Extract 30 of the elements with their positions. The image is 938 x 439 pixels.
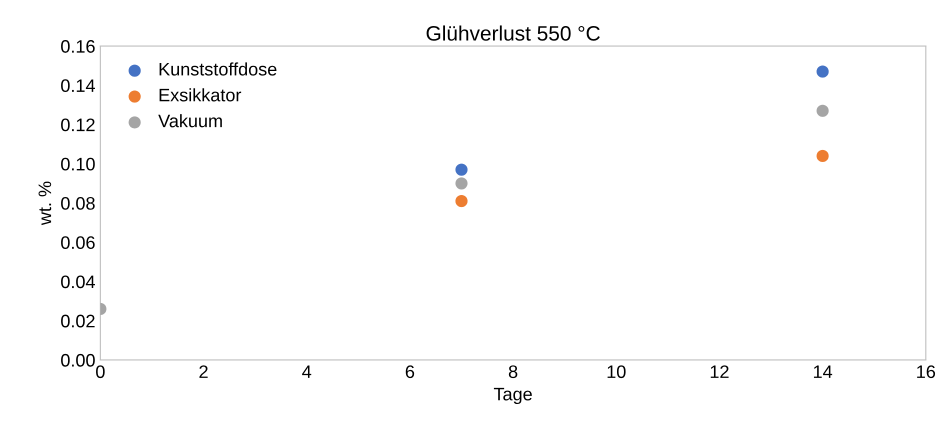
- x-axis-title: Tage: [494, 388, 532, 404]
- x-tick-label: 12: [710, 365, 729, 378]
- chart-title: Glühverlust 550 °C: [426, 25, 600, 41]
- y-tick-label: 0.10: [61, 158, 95, 171]
- x-tick-label: 0: [96, 365, 105, 378]
- x-tick-label: 10: [608, 365, 626, 378]
- y-tick-label: 0.16: [61, 40, 95, 53]
- y-tick-label: 0.14: [61, 79, 95, 92]
- y-axis-title: wt. %: [38, 182, 52, 226]
- y-tick-label: 0.04: [61, 275, 95, 288]
- point: [455, 164, 468, 176]
- point: [816, 104, 829, 117]
- x-tick-label: 14: [814, 366, 832, 378]
- y-tick-label: 0.12: [61, 118, 95, 132]
- x-tick-label: 16: [917, 365, 936, 378]
- legend-label: Vakuum: [158, 114, 222, 128]
- point: [455, 177, 468, 190]
- y-tick-label: 0.02: [61, 314, 95, 328]
- point: [816, 66, 829, 78]
- legend-label: Kunststoffdose: [160, 62, 276, 76]
- x-tick-label: 6: [406, 365, 414, 378]
- x-tick-label: 2: [199, 365, 208, 378]
- x-tick-label: 4: [302, 366, 312, 378]
- x-tick-label: 8: [508, 365, 518, 378]
- point: [455, 195, 468, 208]
- legend-label: Exsikkator: [160, 88, 242, 102]
- point: [816, 150, 829, 162]
- y-tick-label: 0.06: [61, 236, 95, 249]
- y-tick-label: 0.00: [61, 354, 95, 367]
- y-tick-label: 0.08: [61, 196, 95, 210]
